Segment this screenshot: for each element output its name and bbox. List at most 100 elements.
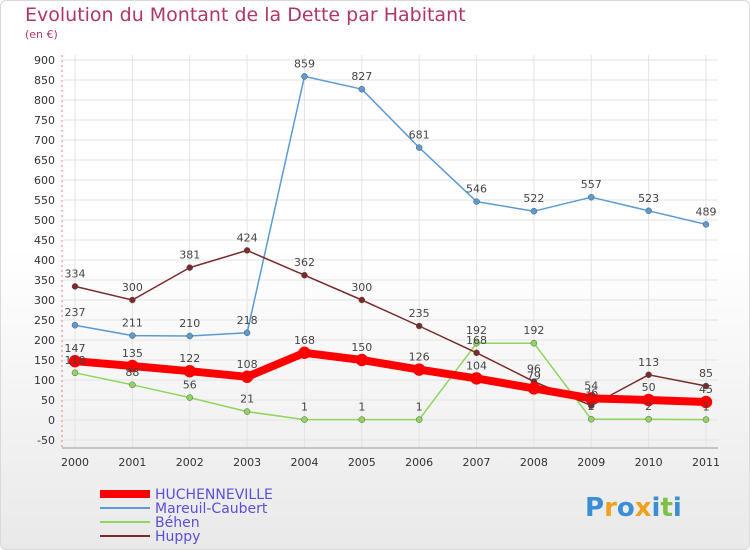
series-line-2 [74, 342, 707, 421]
value-label: 681 [409, 129, 430, 142]
value-label: 300 [122, 281, 143, 294]
value-label: 88 [125, 366, 139, 379]
x-tick-label: 2002 [176, 456, 204, 469]
data-point [243, 329, 251, 337]
x-tick-label: 2008 [520, 456, 548, 469]
value-label: 424 [237, 231, 258, 244]
y-tick-label: 850 [34, 74, 55, 87]
proxiti-logo: Proxiti [585, 493, 682, 523]
data-point [126, 359, 139, 373]
data-point [186, 264, 193, 271]
chart-title: Evolution du Montant de la Dette par Hab… [25, 4, 466, 26]
data-point [530, 339, 538, 347]
data-point [470, 372, 483, 385]
legend-label: Huppy [155, 529, 200, 545]
value-label: 2 [645, 400, 652, 413]
value-label: 168 [294, 334, 315, 347]
data-point [645, 371, 652, 379]
data-point [240, 370, 254, 384]
value-label: 1 [301, 401, 308, 414]
y-tick-label: 300 [34, 294, 55, 307]
value-label: 362 [294, 256, 315, 269]
value-label: 859 [294, 57, 315, 70]
data-point [243, 247, 251, 254]
data-point [415, 416, 423, 423]
data-point [699, 395, 713, 409]
value-label: 334 [65, 267, 86, 280]
value-label: 150 [351, 341, 372, 354]
value-label: 235 [409, 307, 430, 320]
data-point [129, 296, 136, 304]
value-label: 168 [466, 334, 487, 347]
y-tick-label: 700 [34, 134, 55, 147]
data-point [412, 363, 426, 376]
value-label: 557 [581, 178, 602, 191]
data-point [702, 416, 710, 423]
y-tick-label: 900 [34, 54, 55, 67]
data-point [530, 207, 538, 215]
data-point [588, 193, 595, 201]
x-axis: 2000 2001 2002 2003 2004 2005 2006 2007 2008 2009… [61, 447, 720, 469]
data-point [473, 349, 480, 357]
x-tick-label: 2000 [61, 456, 89, 469]
value-label: 113 [638, 356, 659, 369]
y-tick-label: 500 [34, 214, 55, 227]
data-point [415, 322, 423, 330]
value-label: 2 [588, 400, 595, 413]
data-point [129, 332, 136, 339]
data-point [585, 392, 598, 405]
data-point [358, 85, 366, 93]
value-label: 96 [527, 363, 541, 376]
y-tick-label: 100 [34, 374, 55, 387]
value-label: 381 [179, 249, 200, 262]
data-point [642, 393, 655, 407]
data-point [301, 271, 308, 279]
legend-label: Béhen [155, 515, 200, 531]
value-label: 135 [122, 347, 143, 360]
chart-subtitle: (en €) [25, 28, 58, 41]
value-label: 104 [466, 359, 487, 372]
value-label: 237 [65, 306, 86, 319]
y-axis: -50 0 50 100 150 200 250 300 350 400 450 500 550 600 6… [34, 54, 63, 448]
value-label: 546 [466, 183, 487, 196]
y-tick-label: 200 [34, 334, 55, 347]
value-label: 489 [696, 205, 717, 218]
value-label: 54 [584, 379, 598, 392]
value-label: 1 [358, 401, 365, 414]
value-label: 85 [699, 367, 713, 380]
series-line-0 [74, 348, 707, 406]
value-label: 218 [237, 314, 258, 327]
x-tick-label: 2003 [233, 456, 261, 469]
value-label: 211 [122, 317, 143, 330]
value-label: 192 [523, 324, 544, 337]
x-tick-label: 2007 [463, 456, 491, 469]
y-tick-label: 150 [34, 354, 55, 367]
data-point [71, 283, 79, 290]
series-line-1 [74, 75, 707, 337]
x-tick-label: 2005 [348, 456, 376, 469]
legend-label: HUCHENNEVILLE [155, 487, 273, 503]
value-label: 50 [642, 381, 656, 394]
x-tick-label: 2009 [577, 456, 605, 469]
series-lines [68, 73, 713, 423]
legend-label: Mareuil-Caubert [155, 501, 268, 517]
value-label: 147 [65, 342, 86, 355]
value-label: 300 [351, 281, 372, 294]
data-point [183, 364, 196, 378]
data-point [702, 221, 710, 228]
x-tick-label: 2001 [118, 456, 146, 469]
value-label: 210 [179, 317, 200, 330]
data-point [473, 339, 480, 347]
data-point [527, 382, 541, 395]
data-point [473, 198, 480, 205]
value-label: 122 [179, 352, 200, 365]
y-tick-label: -50 [37, 434, 55, 447]
value-label: 36 [584, 387, 598, 400]
y-tick-label: 400 [34, 254, 55, 267]
value-label: 108 [237, 358, 258, 371]
data-point [71, 321, 79, 329]
series-line-3 [74, 249, 707, 407]
